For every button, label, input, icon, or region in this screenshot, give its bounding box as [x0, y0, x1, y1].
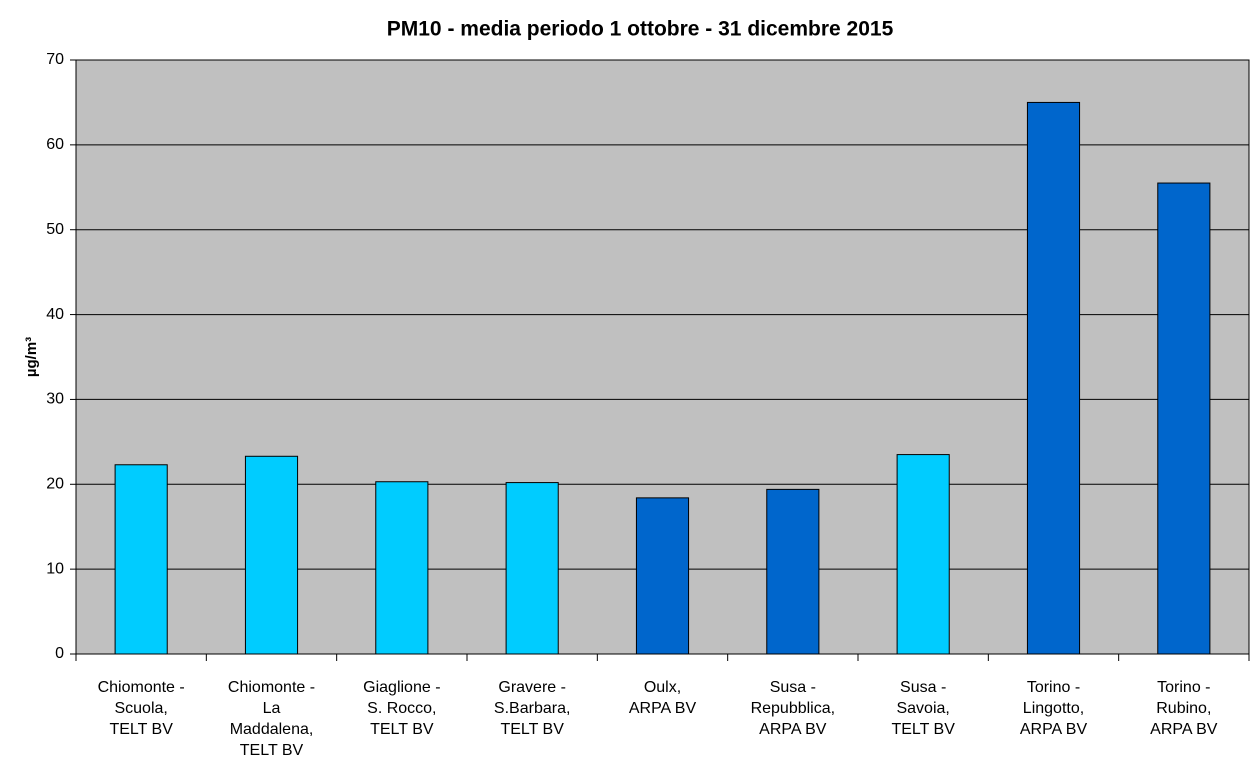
- x-tick-label: ARPA BV: [759, 721, 827, 738]
- y-tick-label: 0: [55, 645, 64, 662]
- x-tick-label: S. Rocco,: [367, 700, 436, 717]
- x-tick-label: TELT BV: [891, 721, 955, 738]
- y-tick-label: 40: [46, 306, 64, 323]
- y-tick-label: 10: [46, 560, 64, 577]
- x-tick-label: Maddalena,: [230, 721, 314, 738]
- x-tick-label: Torino -: [1157, 679, 1210, 696]
- bar: [375, 481, 429, 655]
- x-tick-label: Rubino,: [1156, 700, 1211, 717]
- bar: [635, 497, 690, 655]
- chart-title: PM10 - media periodo 1 ottobre - 31 dice…: [387, 18, 894, 41]
- x-tick-label: TELT BV: [240, 742, 304, 759]
- x-tick-label: TELT BV: [370, 721, 434, 738]
- x-tick-label: Torino -: [1027, 679, 1080, 696]
- x-tick-label: Gravere -: [498, 679, 566, 696]
- bar: [505, 482, 559, 655]
- y-tick-label: 50: [46, 221, 64, 238]
- x-tick-label: S.Barbara,: [494, 700, 570, 717]
- x-tick-label: Susa -: [900, 679, 946, 696]
- x-tick-label: Savoia,: [896, 700, 949, 717]
- x-tick-label: Oulx,: [644, 679, 681, 696]
- y-tick-label: 60: [46, 136, 64, 153]
- y-tick-label: 70: [46, 51, 64, 68]
- x-tick-label: TELT BV: [109, 721, 173, 738]
- x-tick-label: Chiomonte -: [228, 679, 315, 696]
- x-tick-label: La: [263, 700, 281, 717]
- x-tick-label: Repubblica,: [751, 700, 836, 717]
- bar: [896, 454, 950, 655]
- bar: [1026, 101, 1081, 655]
- y-tick-label: 30: [46, 391, 64, 408]
- x-tick-label: ARPA BV: [1020, 721, 1088, 738]
- bar: [114, 464, 168, 655]
- bar: [766, 488, 820, 655]
- bar: [1157, 182, 1211, 655]
- x-tick-label: TELT BV: [500, 721, 564, 738]
- x-tick-label: ARPA BV: [1150, 721, 1218, 738]
- x-tick-label: Susa -: [770, 679, 816, 696]
- x-tick-label: Lingotto,: [1023, 700, 1084, 717]
- x-tick-label: ARPA BV: [629, 700, 697, 717]
- x-tick-label: Giaglione -: [363, 679, 440, 696]
- x-tick-label: Scuola,: [114, 700, 167, 717]
- bar: [244, 455, 299, 655]
- x-tick-label: Chiomonte -: [98, 679, 185, 696]
- y-tick-label: 20: [46, 476, 64, 493]
- y-axis-label: µg/m³: [23, 337, 40, 377]
